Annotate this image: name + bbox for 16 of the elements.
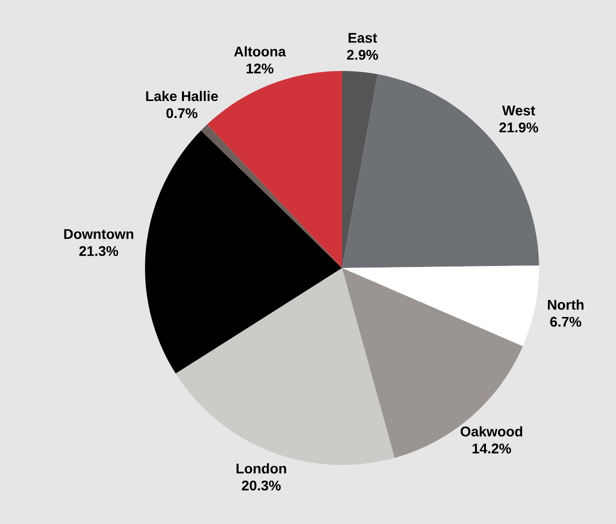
data-label: 21.9% xyxy=(499,122,538,132)
slice-label: East xyxy=(348,33,378,43)
data-label: 14.2% xyxy=(472,444,512,454)
slice-label: Altoona xyxy=(234,46,286,56)
data-label: 20.3% xyxy=(242,480,281,491)
data-label: 2.9% xyxy=(346,50,378,60)
slice-label: West xyxy=(502,106,536,116)
slice-label: London xyxy=(236,463,286,474)
slice-label: Lake Hallie xyxy=(146,90,218,102)
slice-label: North xyxy=(548,299,584,310)
slice-label: Oakwood xyxy=(460,426,522,436)
data-label: 0.7% xyxy=(166,108,198,118)
data-label: 12% xyxy=(246,64,274,74)
data-label: 21.3% xyxy=(79,246,118,256)
data-label: 6.7% xyxy=(550,316,582,327)
slice-label: Downtown xyxy=(64,229,134,240)
